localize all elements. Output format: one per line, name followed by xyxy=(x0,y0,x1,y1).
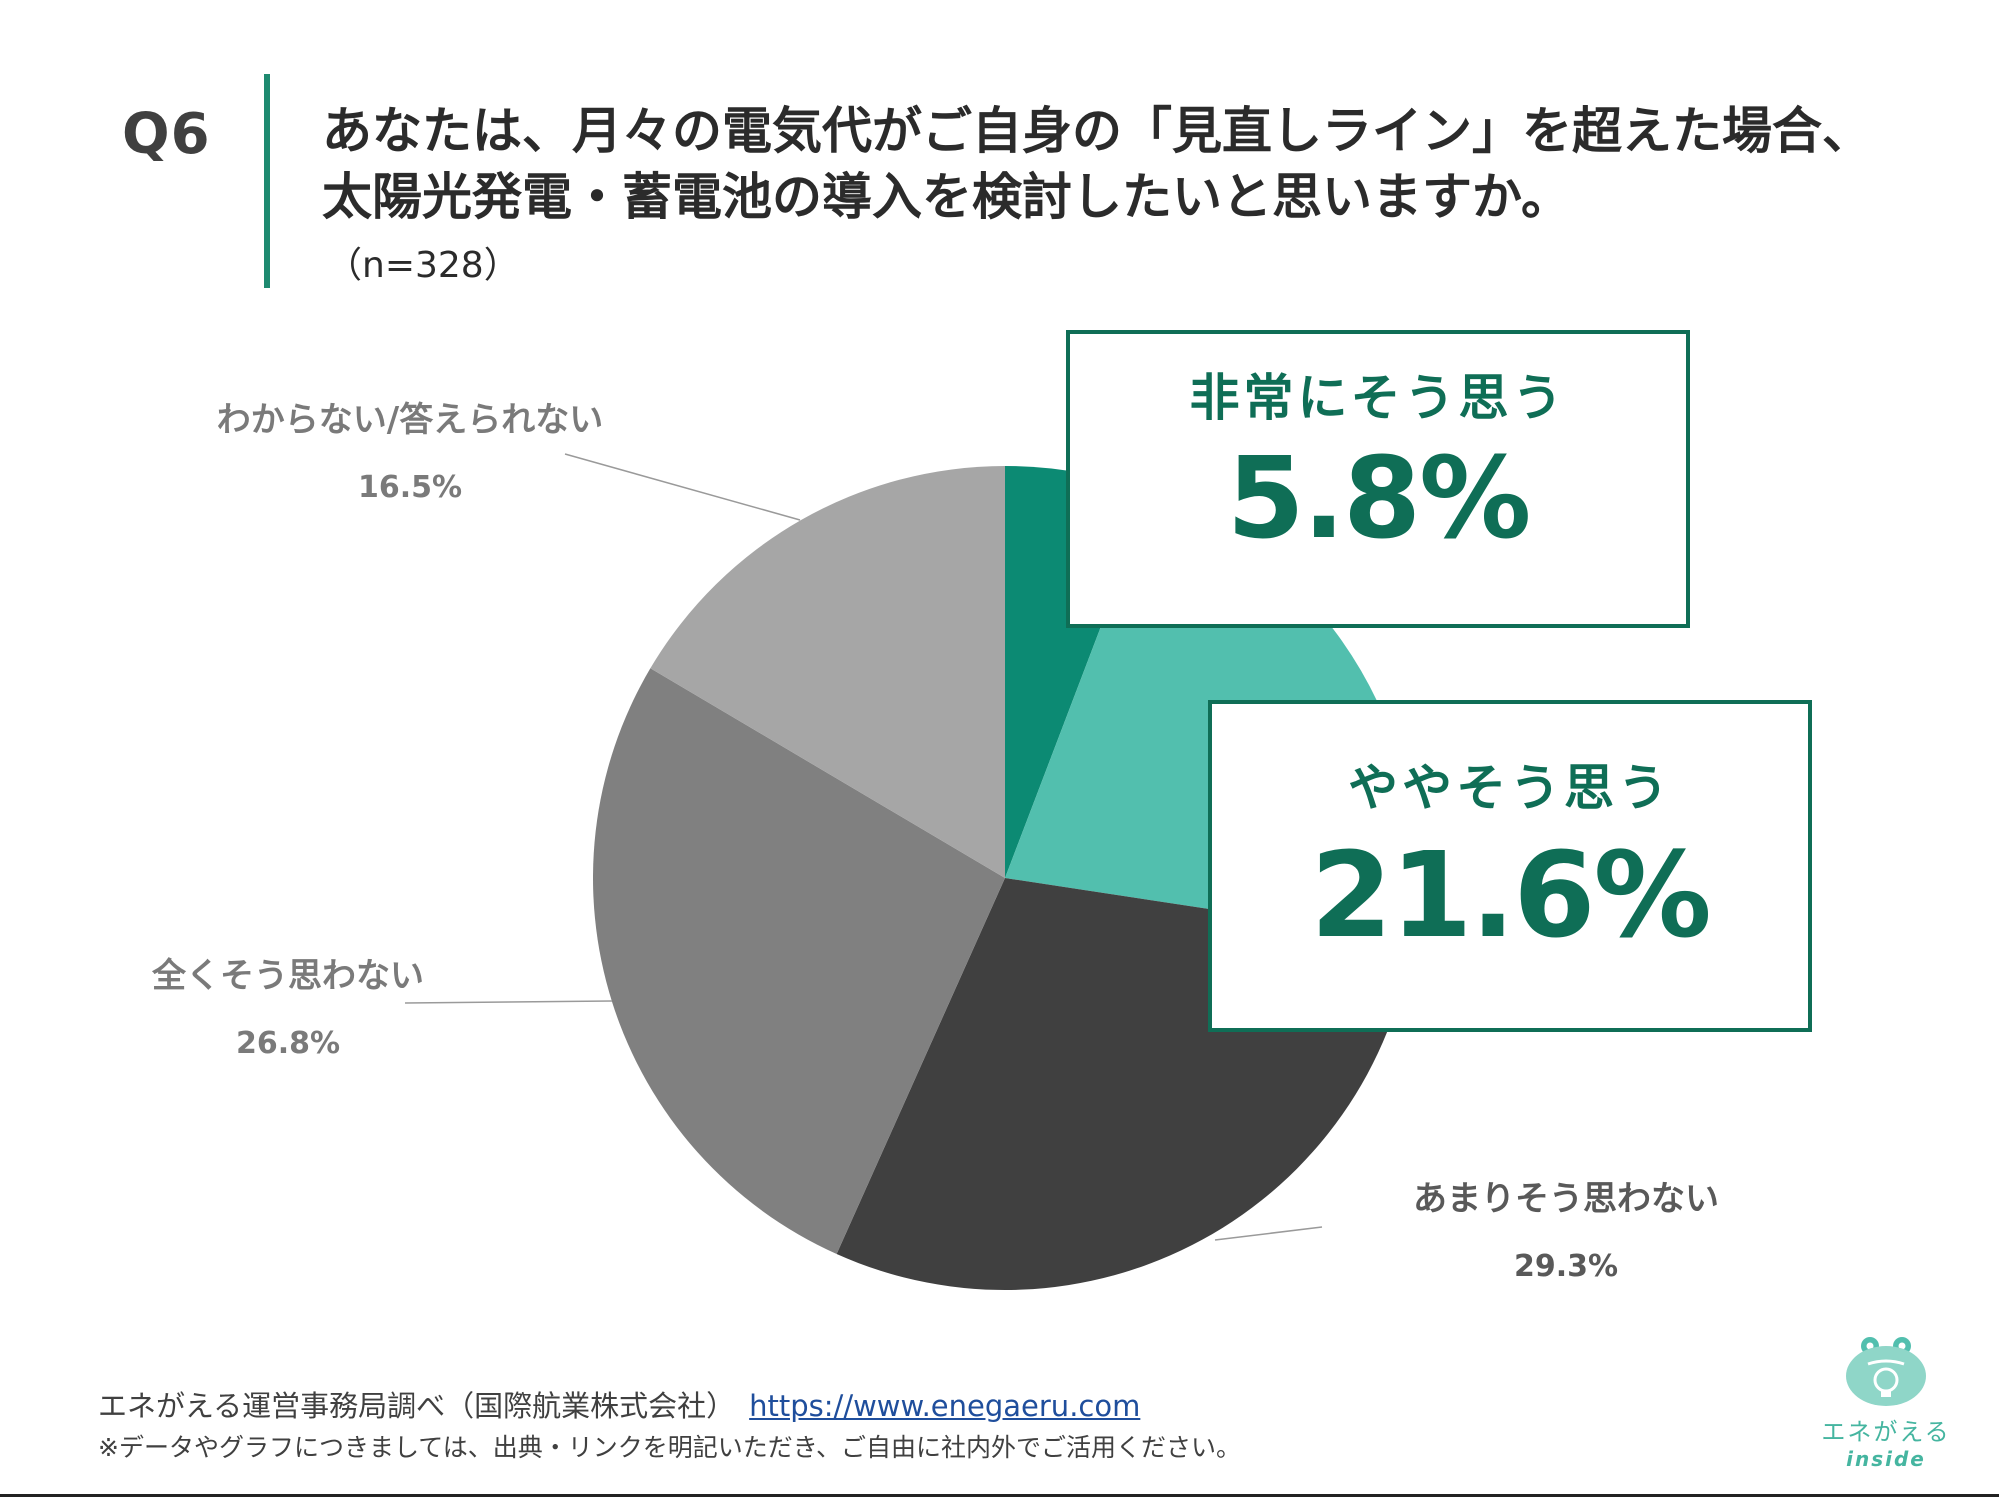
slice-value-label-3: 29.3% xyxy=(1514,1249,1618,1284)
source-text: エネがえる運営事務局調べ（国際航業株式会社） xyxy=(98,1389,736,1423)
callout-somewhat-agree: ややそう思う 21.6% xyxy=(1208,700,1812,1032)
sample-size: （n=328） xyxy=(326,245,520,286)
source-link[interactable]: https://www.enegaeru.com xyxy=(749,1389,1141,1423)
enegaeru-logo: エネがえる inside xyxy=(1806,1328,1966,1471)
slice-category-label-5: わからない/答えられない xyxy=(217,400,603,440)
leader-line-5 xyxy=(564,453,801,521)
slice-category-label-3: あまりそう思わない xyxy=(1413,1179,1719,1219)
question-number: Q6 xyxy=(122,102,211,167)
bottom-divider xyxy=(0,1494,1999,1497)
logo-subtext: inside xyxy=(1846,1447,1926,1471)
callout-very-agree-value: 5.8% xyxy=(1226,434,1532,564)
logo-text: エネがえる xyxy=(1821,1418,1951,1446)
question-title: あなたは、月々の電気代がご自身の「見直しライン」を超えた場合、 太陽光発電・蓄電… xyxy=(322,98,1872,230)
callout-somewhat-agree-value: 21.6% xyxy=(1310,826,1711,964)
slice-value-label-4: 26.8% xyxy=(236,1026,340,1061)
leader-line-4 xyxy=(404,1000,613,1004)
usage-note: ※データやグラフにつきましては、出典・リンクを明記いただき、ご自由に社内外でご活… xyxy=(98,1433,1241,1462)
title-accent-bar xyxy=(264,74,270,288)
question-title-line1: あなたは、月々の電気代がご自身の「見直しライン」を超えた場合、 xyxy=(322,102,1872,160)
slice-value-label-5: 16.5% xyxy=(358,470,462,505)
question-title-line2: 太陽光発電・蓄電池の導入を検討したいと思いますか。 xyxy=(322,168,1571,226)
callout-very-agree: 非常にそう思う 5.8% xyxy=(1066,330,1690,628)
slice-category-label-4: 全くそう思わない xyxy=(151,956,424,996)
source-credit: エネがえる運営事務局調べ（国際航業株式会社） https://www.enegae… xyxy=(98,1383,1140,1425)
callout-somewhat-agree-label: ややそう思う xyxy=(1348,759,1672,817)
pie-slice-4 xyxy=(592,668,1005,1255)
leader-line-3 xyxy=(1214,1226,1323,1241)
pie-slice-5 xyxy=(650,466,1005,878)
frog-lightbulb-icon xyxy=(1846,1337,1926,1406)
callout-very-agree-label: 非常にそう思う xyxy=(1189,369,1567,427)
